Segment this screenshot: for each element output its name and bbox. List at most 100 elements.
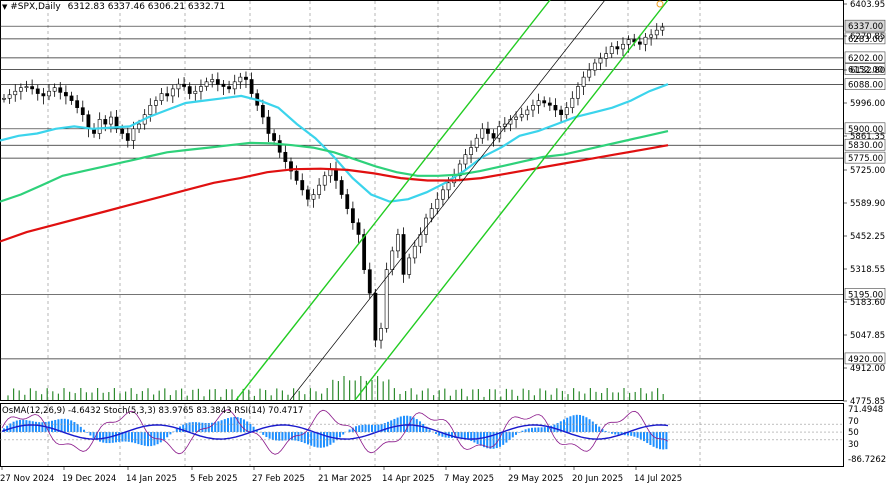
candle-body: [305, 189, 310, 200]
ohlc-values: 6312.83 6337.46 6306.21 6332.71: [67, 2, 226, 12]
level-label-box: [844, 352, 886, 365]
trend-channel: [235, 0, 669, 401]
candle-body: [289, 161, 293, 172]
level-label: 5195.00: [848, 290, 883, 300]
candle-body: [2, 97, 6, 100]
channel-handle: [656, 0, 664, 8]
candle-body: [232, 81, 237, 90]
time-axis-label: 21 Mar 2025: [318, 474, 372, 484]
triangle-down-icon[interactable]: ▼: [2, 3, 8, 11]
candle-body: [362, 234, 367, 270]
indicator-axis-label: 30: [848, 440, 859, 450]
candle-body: [244, 76, 248, 80]
candle-body: [384, 269, 389, 329]
candle-body: [266, 116, 271, 134]
candle-body: [345, 194, 350, 209]
time-axis-label: 20 Jun 2025: [572, 474, 623, 484]
candle-body: [429, 208, 434, 219]
candle-body: [69, 95, 74, 101]
level-label: 5830.00: [848, 141, 883, 151]
candle-body: [643, 36, 648, 45]
candle-body: [103, 119, 108, 125]
candle-body: [260, 105, 265, 118]
candle-body: [13, 90, 18, 96]
candle-body: [514, 116, 518, 120]
candle-body: [637, 41, 642, 45]
candle-body: [86, 114, 91, 130]
candle-body: [125, 133, 130, 141]
candle-body: [238, 76, 243, 83]
indicator-axis-label: 71.4948: [848, 405, 883, 415]
candle-body: [148, 105, 153, 116]
candle-body: [463, 154, 468, 165]
candle-body: [204, 81, 209, 87]
ema-fast-line: [0, 83, 669, 203]
candle-body: [7, 94, 12, 99]
indicator-pane-frame: [0, 403, 844, 467]
candle-body: [221, 83, 226, 87]
candle-body: [131, 128, 136, 141]
indicator-axis-label: 50: [848, 428, 859, 438]
candle-body: [531, 105, 535, 111]
level-label: 5775.00: [848, 154, 883, 164]
candle-body: [322, 175, 327, 186]
time-axis-label: 27 Feb 2025: [252, 474, 305, 484]
level-label: 6202.00: [848, 54, 883, 64]
candle-body: [581, 76, 586, 87]
candle-body: [491, 133, 496, 139]
candle-body: [525, 109, 530, 116]
grid-lines: [47, 1, 701, 466]
time-axis: 27 Nov 2024 19 Dec 2024 14 Jan 2025 5 Feb 2…: [0, 466, 682, 484]
candle-body: [474, 137, 479, 148]
candle-body: [63, 92, 68, 97]
time-axis-label: 14 Jan 2025: [126, 474, 177, 484]
price-tick-label: 5589.90: [850, 199, 885, 209]
price-tick-label: 6403.95: [850, 0, 885, 10]
level-label-box: [844, 138, 886, 151]
channel-mid-line: [289, 0, 606, 401]
level-label: 5900.00: [848, 125, 883, 135]
price-tick-label: 5452.25: [850, 232, 885, 242]
candle-body: [441, 189, 445, 200]
price-tick-label: 5047.85: [850, 331, 885, 341]
candle-body: [30, 86, 35, 90]
candle-body: [497, 126, 502, 139]
candle-body: [159, 93, 164, 101]
price-tick-label: 5183.60: [850, 298, 885, 308]
level-label-box: [844, 151, 886, 164]
moving-averages: [0, 83, 669, 243]
candle-body: [41, 93, 46, 97]
candle-body: [165, 93, 170, 97]
candle-body: [187, 86, 192, 94]
candle-body: [154, 100, 158, 106]
level-label-box: [844, 288, 886, 300]
price-tick-label: 5996.00: [850, 99, 885, 109]
candle-body: [227, 86, 231, 90]
candle-body: [120, 128, 125, 134]
candle-body: [395, 234, 400, 252]
candle-body: [519, 114, 524, 118]
candle-body: [35, 88, 40, 94]
level-label: 6337.00: [848, 22, 883, 32]
candle-body: [176, 83, 181, 90]
time-axis-label: 19 Dec 2024: [62, 474, 116, 484]
candle-body: [480, 128, 485, 139]
candle-body: [339, 180, 344, 195]
level-label-box: [844, 19, 886, 32]
candle-body: [52, 87, 57, 92]
level-label-box: [844, 51, 886, 64]
candle-body: [424, 217, 428, 235]
candle-body: [300, 180, 305, 191]
candle-body: [283, 151, 288, 162]
candle-body: [609, 46, 614, 54]
candle-body: [457, 163, 462, 177]
candle-body: [311, 194, 316, 200]
level-label-box: [844, 32, 886, 45]
candle-body: [97, 119, 102, 134]
time-axis-label: 7 May 2025: [444, 474, 494, 484]
candle-body: [47, 90, 51, 97]
level-label: 6088.00: [848, 81, 883, 91]
candle-body: [373, 292, 378, 341]
